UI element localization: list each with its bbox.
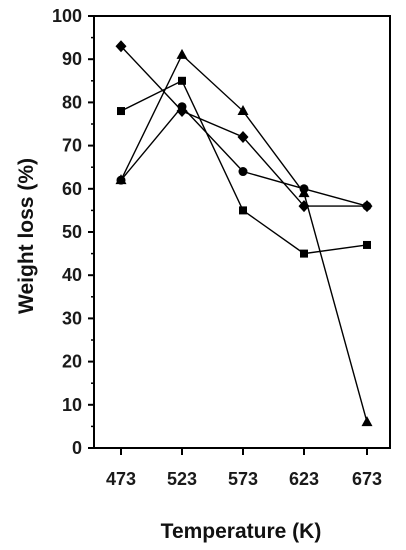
diamond-marker <box>361 200 373 213</box>
diamond-marker <box>176 105 188 118</box>
x-tick-label: 473 <box>106 469 136 489</box>
axes <box>93 15 391 449</box>
y-tick-label: 10 <box>62 395 82 415</box>
triangle-marker <box>115 174 127 185</box>
x-tick-label: 673 <box>352 469 382 489</box>
series-line-circle <box>120 105 368 207</box>
y-tick-label: 100 <box>52 6 82 26</box>
y-axis-title: Weight loss (%) <box>15 158 38 314</box>
triangle-marker <box>237 105 249 116</box>
diamond-marker <box>237 130 249 143</box>
y-tick-label: 90 <box>62 49 82 69</box>
square-marker <box>117 107 125 116</box>
y-tick-label: 40 <box>62 265 82 285</box>
y-tick-label: 70 <box>62 136 82 156</box>
diamond-marker <box>115 40 127 53</box>
triangle-marker <box>176 48 188 59</box>
y-tick-label: 30 <box>62 308 82 328</box>
y-tick-label: 80 <box>62 92 82 112</box>
y-tick-label: 20 <box>62 352 82 372</box>
y-tick-label: 60 <box>62 179 82 199</box>
square-marker <box>239 206 247 215</box>
square-marker <box>300 249 308 258</box>
square-marker <box>178 76 186 85</box>
series-line-diamond <box>120 45 367 207</box>
y-tick-label: 0 <box>72 438 82 458</box>
x-tick-label: 523 <box>167 469 197 489</box>
x-tick-label: 623 <box>289 469 319 489</box>
square-marker <box>363 240 371 249</box>
circle-marker <box>238 167 248 177</box>
triangle-marker <box>298 187 310 198</box>
diamond-marker <box>298 200 310 213</box>
x-tick-label: 573 <box>228 469 258 489</box>
y-tick-label: 50 <box>62 222 82 242</box>
series-group <box>115 40 373 427</box>
plot-frame <box>93 15 391 449</box>
triangle-marker <box>361 416 373 427</box>
ticks: 0 10 20 30 40 50 60 70 80 90 100 473 523 573 623 673 <box>52 6 382 489</box>
x-axis-title: Temperature (K) <box>161 520 322 543</box>
